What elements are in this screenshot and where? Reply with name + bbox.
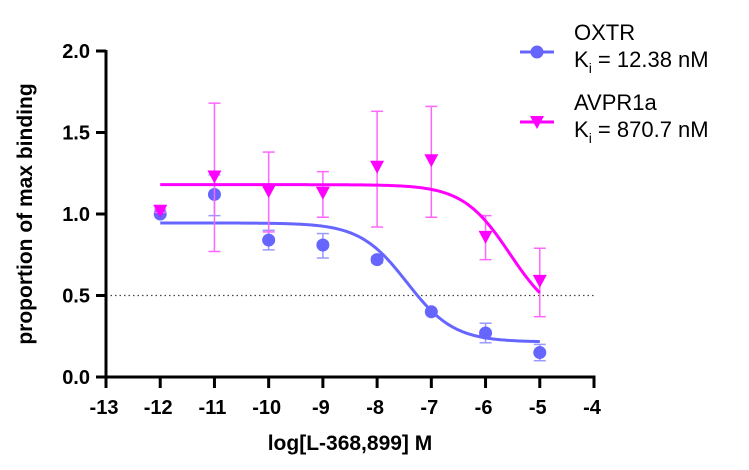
- axes: 0.0 0.5 1.0 1.5 2.0 -13 -12 -11 -10 -9 -8 -7 -6 -5 -4: [62, 41, 602, 419]
- series-oxtr: [153, 174, 547, 362]
- x-tick-label: -10: [252, 397, 281, 419]
- data-point: [153, 204, 168, 218]
- y-tick-label: 0.5: [62, 286, 90, 308]
- y-tick-label: 0.0: [62, 367, 90, 389]
- data-point: [479, 326, 493, 340]
- series-avpr1a: [153, 102, 547, 318]
- plot-area: [106, 102, 594, 362]
- data-point: [262, 233, 276, 247]
- data-point: [424, 154, 439, 168]
- data-point: [315, 186, 330, 200]
- x-tick-label: -8: [366, 397, 384, 419]
- x-tick-label: -12: [144, 397, 173, 419]
- data-point: [316, 238, 330, 252]
- data-point: [370, 253, 384, 267]
- y-axis-title: proportion of max binding: [14, 83, 37, 344]
- legend-name: OXTR: [574, 20, 635, 45]
- data-point: [533, 346, 547, 360]
- legend-name: AVPR1a: [574, 90, 658, 115]
- legend-marker: [530, 45, 544, 59]
- x-tick-label: -11: [199, 397, 227, 419]
- x-tick-label: -13: [90, 397, 119, 419]
- legend-ki-subscript: i: [589, 130, 592, 146]
- data-point: [532, 274, 547, 288]
- x-axis-title: log[L-368,899] M: [268, 432, 433, 455]
- y-tick-label: 2.0: [62, 41, 90, 63]
- legend-ki-subscript: i: [589, 60, 592, 76]
- data-point: [261, 185, 276, 199]
- legend-ki: Ki = 12.38 nM: [574, 47, 709, 76]
- x-tick-label: -6: [475, 397, 493, 419]
- legend-ki: Ki = 870.7 nM: [574, 117, 709, 146]
- data-point: [207, 170, 222, 184]
- fit-curve: [160, 221, 540, 344]
- data-point: [478, 230, 493, 244]
- y-tick-label: 1.0: [62, 204, 90, 226]
- legend-ki-value: = 12.38 nM: [592, 47, 709, 72]
- legend-ki-value: = 870.7 nM: [592, 117, 709, 142]
- legend-ki-symbol: K: [574, 117, 589, 142]
- data-point: [424, 305, 438, 319]
- legend-marker: [530, 116, 544, 129]
- x-tick-label: -4: [583, 397, 602, 419]
- data-point: [370, 160, 385, 174]
- x-tick-label: -5: [529, 397, 547, 419]
- y-tick-label: 1.5: [62, 123, 90, 145]
- x-tick-label: -9: [312, 397, 330, 419]
- x-tick-label: -7: [420, 397, 438, 419]
- fit-curve: [160, 183, 541, 294]
- legend-ki-symbol: K: [574, 47, 589, 72]
